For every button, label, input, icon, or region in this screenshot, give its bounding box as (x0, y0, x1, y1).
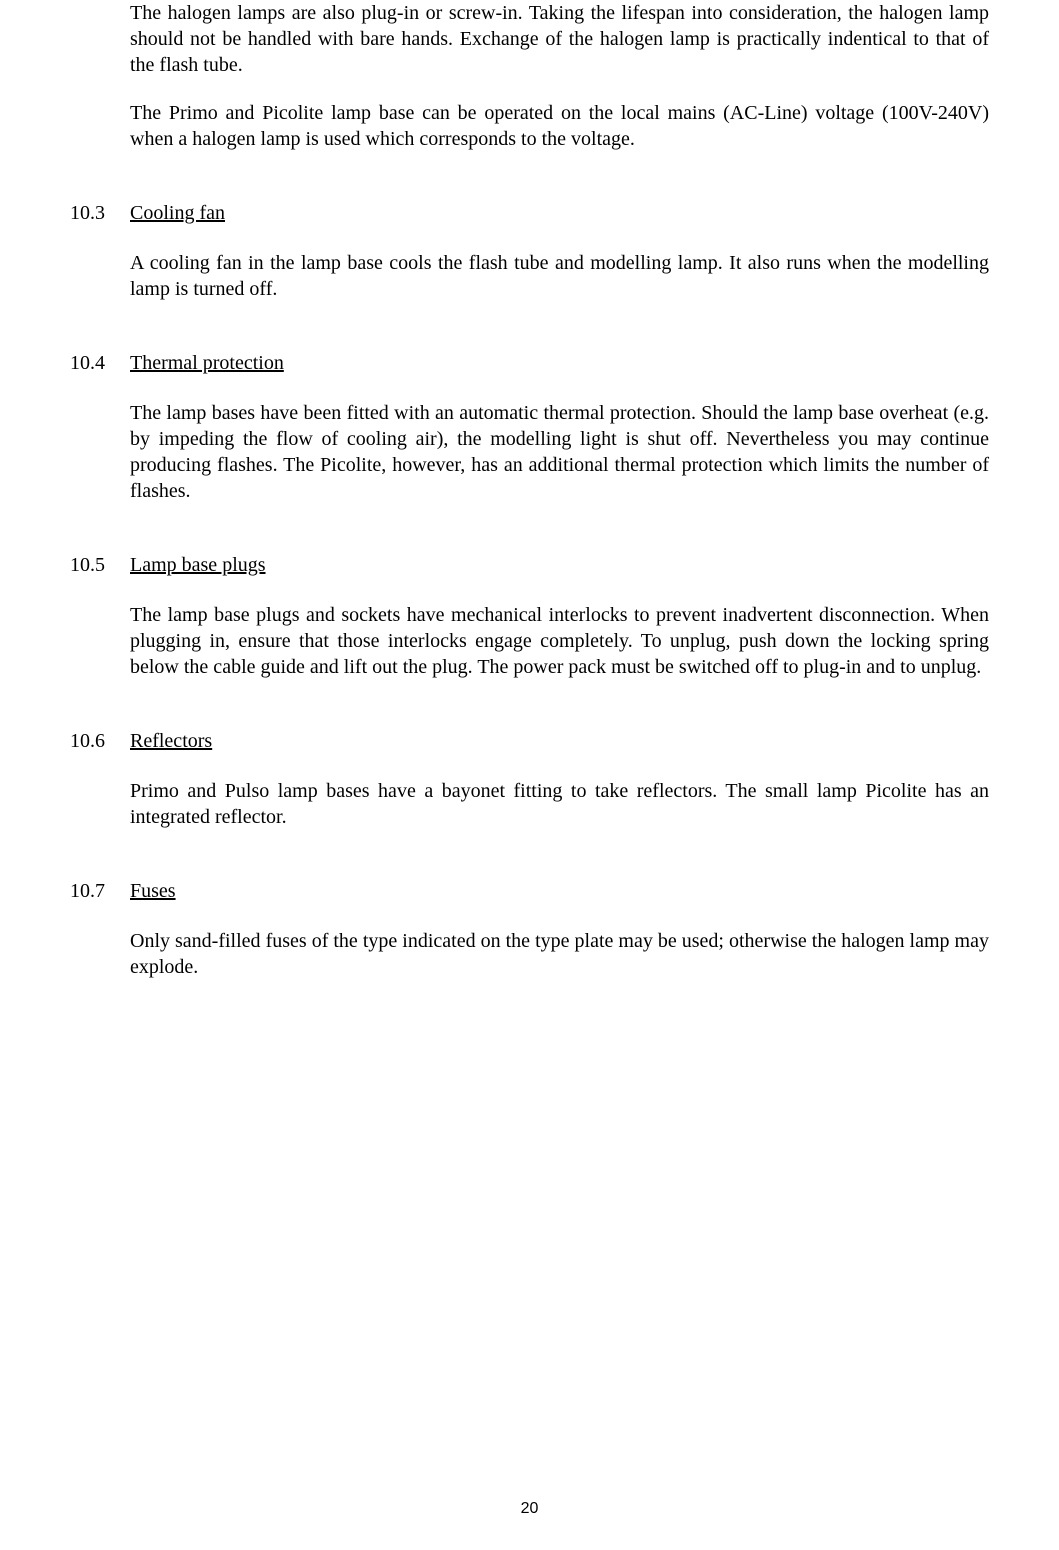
section-10-5: 10.5 Lamp base plugs The lamp base plugs… (70, 552, 989, 680)
section-header: 10.7 Fuses (70, 878, 989, 904)
section-number: 10.5 (70, 552, 130, 578)
intro-paragraph-1: The halogen lamps are also plug-in or sc… (130, 0, 989, 78)
section-body: Primo and Pulso lamp bases have a bayone… (130, 778, 989, 830)
section-header: 10.6 Reflectors (70, 728, 989, 754)
section-title: Lamp base plugs (130, 552, 266, 578)
section-body: The lamp base plugs and sockets have mec… (130, 602, 989, 680)
section-header: 10.4 Thermal protection (70, 350, 989, 376)
section-body: Only sand-filled fuses of the type indic… (130, 928, 989, 980)
section-header: 10.3 Cooling fan (70, 200, 989, 226)
section-title: Thermal protection (130, 350, 284, 376)
section-title: Cooling fan (130, 200, 225, 226)
section-10-7: 10.7 Fuses Only sand-filled fuses of the… (70, 878, 989, 980)
section-10-4: 10.4 Thermal protection The lamp bases h… (70, 350, 989, 504)
section-header: 10.5 Lamp base plugs (70, 552, 989, 578)
section-body: A cooling fan in the lamp base cools the… (130, 250, 989, 302)
section-body: The lamp bases have been fitted with an … (130, 400, 989, 504)
section-title: Fuses (130, 878, 176, 904)
section-number: 10.3 (70, 200, 130, 226)
section-number: 10.6 (70, 728, 130, 754)
section-10-3: 10.3 Cooling fan A cooling fan in the la… (70, 200, 989, 302)
section-title: Reflectors (130, 728, 212, 754)
section-number: 10.7 (70, 878, 130, 904)
intro-paragraph-2: The Primo and Picolite lamp base can be … (130, 100, 989, 152)
section-number: 10.4 (70, 350, 130, 376)
section-10-6: 10.6 Reflectors Primo and Pulso lamp bas… (70, 728, 989, 830)
page-number: 20 (0, 1499, 1059, 1520)
